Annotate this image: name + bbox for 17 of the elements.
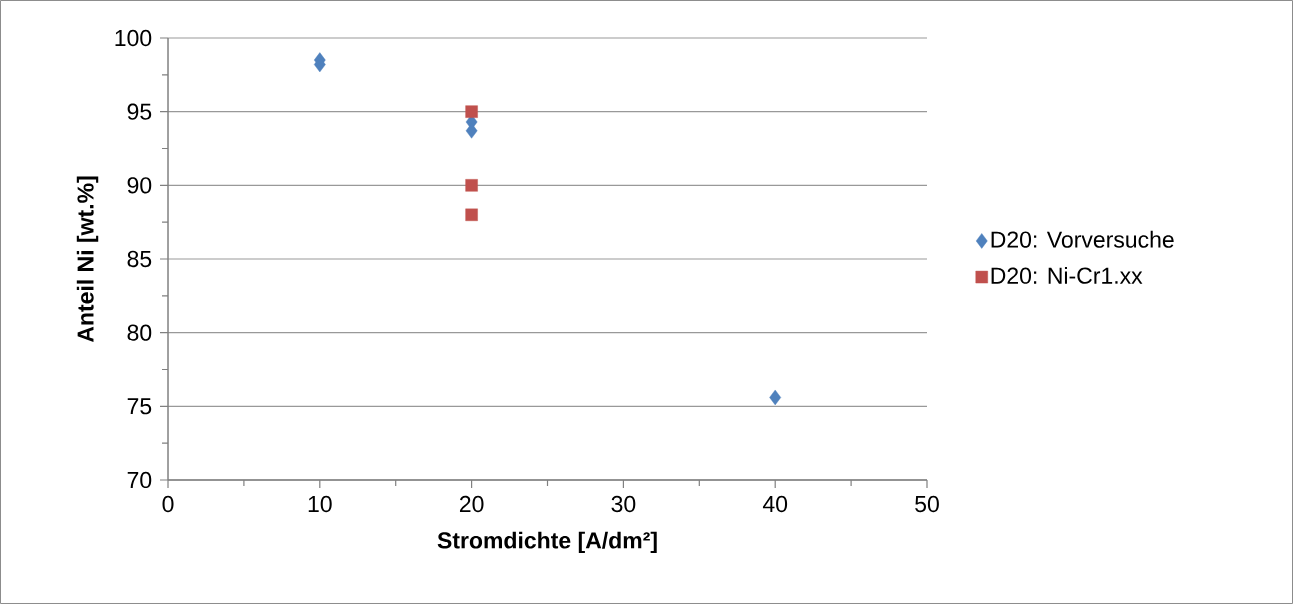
x-axis-title: Stromdichte [A/dm²] [437,531,657,554]
x-tick-label: 50 [915,495,939,513]
y-tick-label: 70 [127,471,152,489]
y-tick-label: 95 [127,103,152,120]
x-tick-label: 0 [162,495,174,513]
legend-label: D20: Vorversuche [991,230,1174,248]
y-tick-label: 90 [127,177,152,194]
x-tick-label: 30 [611,495,636,513]
y-tick-label: 100 [115,29,152,47]
x-tick-label: 20 [459,495,484,513]
y-tick-label: 85 [127,250,152,268]
y-tick-label: 75 [127,398,152,415]
legend-label: D20: Ni-Cr1.xx [991,266,1143,284]
x-tick-label: 40 [762,495,788,513]
y-axis-title: Anteil Ni [wt.%] [76,176,99,343]
x-tick-label: 10 [308,495,332,513]
y-tick-label: 80 [127,324,152,341]
